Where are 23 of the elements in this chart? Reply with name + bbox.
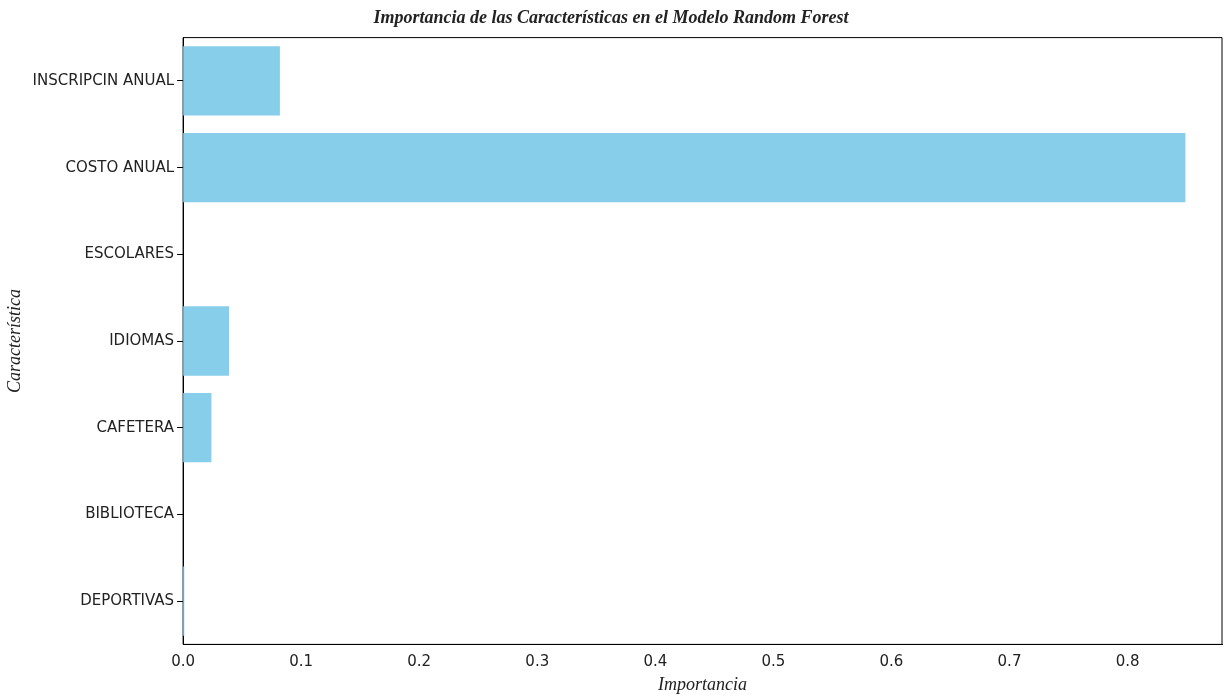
y-tick-label: INSCRIPCIN ANUAL xyxy=(32,70,175,89)
y-axis-title: Característica xyxy=(3,289,24,393)
x-tick-label: 0.7 xyxy=(997,652,1022,671)
x-tick-label: 0.5 xyxy=(761,652,786,671)
x-tick-label: 0.2 xyxy=(407,652,432,671)
bar xyxy=(183,393,212,463)
y-tick-label: CAFETERA xyxy=(96,417,175,436)
y-tick-label: IDIOMAS xyxy=(109,330,175,349)
x-tick-label: 0.0 xyxy=(171,652,196,671)
y-tick-label: COSTO ANUAL xyxy=(65,157,175,176)
bar xyxy=(183,306,230,376)
bar xyxy=(183,132,1186,203)
y-tick-label: ESCOLARES xyxy=(84,244,175,263)
x-tick-label: 0.1 xyxy=(289,652,314,671)
x-tick-label: 0.6 xyxy=(879,652,904,671)
y-tick-label: DEPORTIVAS xyxy=(80,590,175,609)
x-tick-label: 0.3 xyxy=(525,652,550,671)
x-tick-label: 0.8 xyxy=(1115,652,1140,671)
chart-title: Importancia de las Características en el Modelo Random Forest xyxy=(372,7,850,28)
x-axis-title: Importancia xyxy=(657,673,748,694)
bar xyxy=(183,46,280,116)
y-tick-label: BIBLIOTECA xyxy=(85,504,175,523)
x-tick-label: 0.4 xyxy=(643,652,668,671)
